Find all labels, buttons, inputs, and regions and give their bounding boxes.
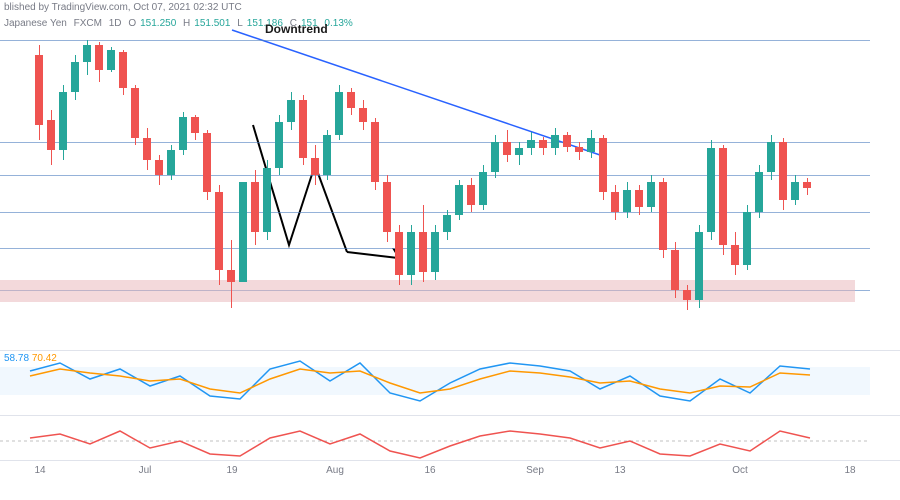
candlestick: [635, 0, 643, 340]
candlestick: [563, 0, 571, 340]
candlestick: [647, 0, 655, 340]
candlestick: [323, 0, 331, 340]
candlestick: [491, 0, 499, 340]
candlestick: [551, 0, 559, 340]
candlestick: [479, 0, 487, 340]
candlestick: [71, 0, 79, 340]
x-axis-label: 18: [844, 465, 855, 476]
ohlc-open: 151.250: [140, 18, 176, 29]
candlestick: [95, 0, 103, 340]
candlestick: [659, 0, 667, 340]
candlestick: [335, 0, 343, 340]
x-axis: 14 Jul 19 Aug 16 Sep 13 Oct 18: [0, 460, 900, 480]
candlestick: [719, 0, 727, 340]
candlestick: [683, 0, 691, 340]
candlestick: [455, 0, 463, 340]
candlestick: [791, 0, 799, 340]
candlestick: [347, 0, 355, 340]
candlestick: [311, 0, 319, 340]
candlestick: [83, 0, 91, 340]
candlestick: [515, 0, 523, 340]
x-axis-label: Jul: [139, 465, 152, 476]
ohlc-high: 151.501: [194, 18, 230, 29]
oscillator-chart-1[interactable]: 58.78 70.42: [0, 350, 900, 410]
candlestick: [191, 0, 199, 340]
candlestick: [215, 0, 223, 340]
candlestick: [107, 0, 115, 340]
candlestick: [599, 0, 607, 340]
candlestick: [203, 0, 211, 340]
candlestick: [419, 0, 427, 340]
candlestick: [239, 0, 247, 340]
candlestick: [395, 0, 403, 340]
ohlc-high-label: H: [183, 18, 190, 29]
candlestick: [611, 0, 619, 340]
candlestick: [779, 0, 787, 340]
candlestick: [287, 0, 295, 340]
candlestick: [743, 0, 751, 340]
candlestick: [275, 0, 283, 340]
x-axis-label: 14: [34, 465, 45, 476]
candlestick: [803, 0, 811, 340]
candlestick: [431, 0, 439, 340]
candlestick: [755, 0, 763, 340]
candlestick: [143, 0, 151, 340]
x-axis-label: 13: [614, 465, 625, 476]
candlestick: [263, 0, 271, 340]
candlestick: [167, 0, 175, 340]
symbol-timeframe: 1D: [109, 18, 122, 29]
candlestick: [383, 0, 391, 340]
candlestick: [119, 0, 127, 340]
oscillator-line: [30, 369, 810, 393]
candlestick: [131, 0, 139, 340]
candlestick: [179, 0, 187, 340]
candlestick: [623, 0, 631, 340]
x-axis-label: Oct: [732, 465, 748, 476]
candlestick: [407, 0, 415, 340]
candlestick: [695, 0, 703, 340]
ohlc-open-label: O: [128, 18, 136, 29]
candlestick: [227, 0, 235, 340]
candlestick: [731, 0, 739, 340]
ohlc-change: 0.13%: [324, 18, 352, 29]
candlestick: [35, 0, 43, 340]
sub1-svg: [0, 351, 900, 411]
candlestick: [59, 0, 67, 340]
candlestick: [467, 0, 475, 340]
candlestick: [671, 0, 679, 340]
candlestick: [359, 0, 367, 340]
oscillator-line: [30, 431, 810, 458]
candlestick: [539, 0, 547, 340]
candlestick: [587, 0, 595, 340]
x-axis-label: Sep: [526, 465, 544, 476]
x-axis-label: 19: [226, 465, 237, 476]
main-price-chart[interactable]: Downtrend: [0, 0, 900, 340]
candlestick: [443, 0, 451, 340]
symbol-exchange: FXCM: [74, 18, 102, 29]
candlestick: [47, 0, 55, 340]
candlestick: [371, 0, 379, 340]
candlestick: [527, 0, 535, 340]
x-axis-label: 16: [424, 465, 435, 476]
x-axis-label: Aug: [326, 465, 344, 476]
chart-container: blished by TradingView.com, Oct 07, 2021…: [0, 0, 900, 500]
candlestick: [503, 0, 511, 340]
candlestick: [707, 0, 715, 340]
candlestick: [155, 0, 163, 340]
candlestick: [767, 0, 775, 340]
candlestick: [575, 0, 583, 340]
publish-info: blished by TradingView.com, Oct 07, 2021…: [4, 2, 242, 13]
downtrend-annotation: Downtrend: [265, 22, 328, 36]
symbol-name: Japanese Yen: [4, 18, 67, 29]
ohlc-low-label: L: [237, 18, 243, 29]
candlestick: [251, 0, 259, 340]
candlestick: [299, 0, 307, 340]
